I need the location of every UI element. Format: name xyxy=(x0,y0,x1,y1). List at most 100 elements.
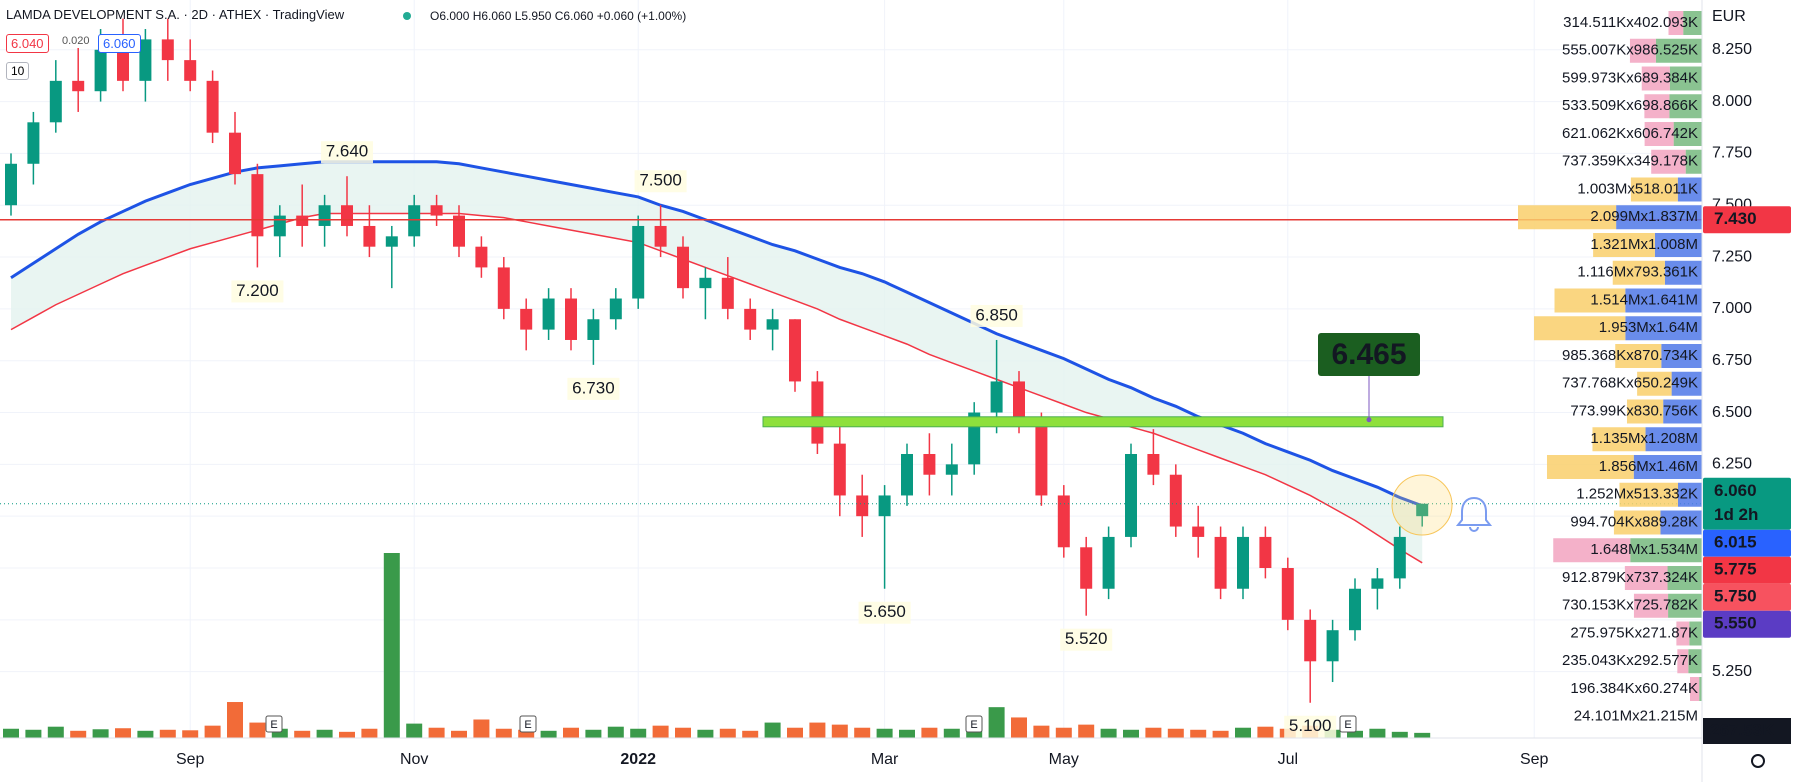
volume-bar xyxy=(428,727,445,738)
symbol-title[interactable]: LAMDA DEVELOPMENT S.A. · 2D · ATHEX · Tr… xyxy=(6,7,345,22)
profile-bar-b xyxy=(1669,94,1702,119)
candle-body xyxy=(565,298,577,340)
settings-gear[interactable] xyxy=(1751,754,1765,768)
volume-bar xyxy=(1078,724,1095,738)
annotation-bg xyxy=(634,170,687,193)
candle-body xyxy=(1416,503,1429,517)
candle-body xyxy=(744,308,757,330)
profile-bar-b xyxy=(1655,38,1702,63)
profile-bar-a xyxy=(1553,538,1631,563)
volume-bar xyxy=(204,725,221,738)
profile-bar-a xyxy=(1641,66,1670,91)
earnings-marker xyxy=(519,715,537,733)
candle-body xyxy=(27,122,40,164)
earnings-marker xyxy=(1339,715,1357,733)
profile-bar-b xyxy=(1678,482,1702,507)
volume-profile: 314.511Kx402.093K 555.007Kx986.525K 599.97… xyxy=(1518,11,1702,725)
ma-line xyxy=(10,160,1423,508)
volume-bar xyxy=(540,730,557,738)
y-tick-label: 7.250 xyxy=(1712,248,1752,265)
volume-bar xyxy=(1055,727,1072,738)
volume-bar xyxy=(787,727,803,738)
volume-bar xyxy=(227,702,243,738)
candle-body xyxy=(5,163,17,206)
price-tags: 7.430 6.060 1d 2h 6.015 5.775 5.750 5.550 267.5… xyxy=(1703,206,1791,744)
volume-bar xyxy=(630,728,647,738)
volume-bar xyxy=(25,729,42,738)
sell-button[interactable]: 6.040 xyxy=(6,34,49,53)
profile-label: 773.99Kx830.756K xyxy=(1570,402,1698,419)
candle-body xyxy=(497,267,510,309)
zone-dot xyxy=(1366,417,1372,423)
profile-bar-b xyxy=(1616,205,1702,230)
candle-body xyxy=(117,49,129,81)
candle-body xyxy=(811,381,824,444)
volume-bar xyxy=(697,729,714,738)
profile-bar-b xyxy=(1625,316,1702,341)
price-tag-bg xyxy=(1703,556,1791,584)
profile-label: 314.511Kx402.093K xyxy=(1563,14,1698,31)
candle-body xyxy=(363,225,376,247)
profile-label: 599.973Kx689.384K xyxy=(1562,69,1698,86)
profile-bar-a xyxy=(1644,94,1670,119)
buy-button[interactable]: 6.060 xyxy=(98,34,141,53)
profile-bar-a xyxy=(1546,455,1634,479)
annotation-bg xyxy=(970,304,1023,327)
candle-body xyxy=(677,246,689,289)
volume-bar xyxy=(899,729,915,738)
profile-label: 275.975Kx271.87K xyxy=(1570,624,1698,641)
profile-label: 533.509Kx698.866K xyxy=(1562,97,1698,114)
earnings-marker xyxy=(965,715,983,733)
profile-label: 737.359Kx349.178K xyxy=(1562,153,1698,170)
ma-band xyxy=(11,161,1423,563)
candle-body xyxy=(654,225,667,247)
candle-body xyxy=(587,319,600,340)
candle-body xyxy=(49,80,62,123)
volume-bar xyxy=(495,728,512,738)
candle-body xyxy=(520,308,533,330)
candle-body xyxy=(542,298,555,330)
candle-body xyxy=(1035,422,1048,496)
candle-body xyxy=(229,132,241,175)
status-dot xyxy=(403,12,411,20)
zone-label-bg xyxy=(1318,333,1420,376)
x-tick-label: Sep xyxy=(176,751,205,768)
volume-bar xyxy=(1391,731,1408,738)
volume-bar xyxy=(1145,727,1162,738)
annotation: 7.640 xyxy=(326,142,369,161)
profile-bar-b xyxy=(1677,177,1702,202)
annotations: 7.640 7.500 7.200 6.730 6.850 5.650 5.520 5.100 xyxy=(231,141,1337,738)
ohlc-legend: O6.000 H6.060 L5.950 C6.060 +0.060 (+1.0… xyxy=(430,9,687,23)
volume-bar xyxy=(921,727,938,738)
candle-body xyxy=(475,246,488,268)
volume-bar xyxy=(943,728,960,738)
volume-bar xyxy=(854,727,871,738)
currency-menu[interactable]: EUR xyxy=(1712,8,1746,25)
annotation-bg xyxy=(567,377,620,400)
volume-bar xyxy=(1123,729,1139,738)
candle-body xyxy=(1192,526,1205,537)
ma-band-layer xyxy=(11,161,1423,563)
candle-body xyxy=(945,464,958,475)
volume-bar xyxy=(809,722,826,738)
profile-bar-a xyxy=(1613,510,1661,535)
candle-body xyxy=(341,205,353,226)
earnings-marker-letter: E xyxy=(270,719,277,731)
quantity-box[interactable]: 10 xyxy=(6,62,30,80)
x-tick-label: Sep xyxy=(1520,751,1549,768)
volume-bar xyxy=(361,728,378,738)
candle-body xyxy=(1080,547,1093,589)
annotation-bg xyxy=(1284,715,1337,738)
volume-bar xyxy=(585,729,602,738)
alert-highlight xyxy=(1391,474,1453,536)
profile-label: 985.368Kx870.734K xyxy=(1562,347,1698,364)
y-tick-label: 7.750 xyxy=(1712,145,1752,162)
volume-bar xyxy=(339,731,355,738)
profile-bar-b xyxy=(1663,399,1702,424)
alert-bell[interactable] xyxy=(1455,496,1493,532)
profile-label: 2.099Mx1.837M xyxy=(1590,208,1698,225)
candle-body xyxy=(1393,536,1406,579)
volume-bar xyxy=(831,724,848,738)
